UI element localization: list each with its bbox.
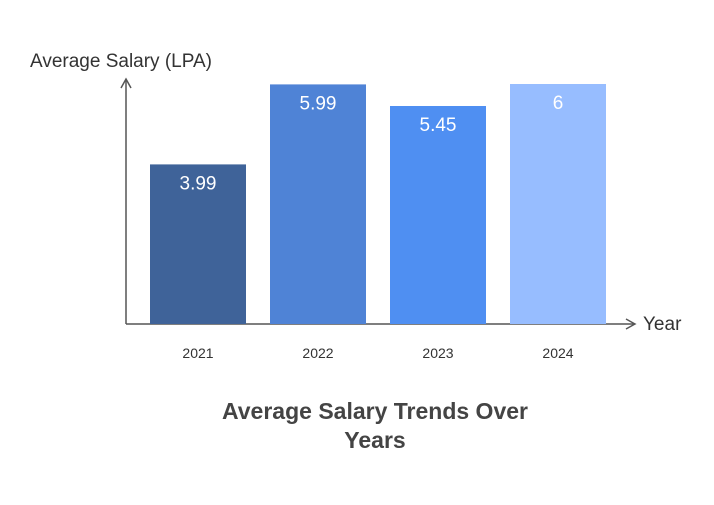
chart-title: Average Salary Trends Over Years <box>222 398 528 453</box>
value-labels: 3.99 5.99 5.45 6 <box>180 93 564 194</box>
x-tick-label-2021: 2021 <box>182 345 213 361</box>
y-axis-title: Average Salary (LPA) <box>30 51 212 72</box>
bar-2022 <box>270 84 366 325</box>
chart-title-line-2: Years <box>344 427 405 453</box>
value-label-2024: 6 <box>553 93 564 114</box>
bar-2021 <box>150 164 246 324</box>
x-tick-label-2022: 2022 <box>302 345 333 361</box>
x-tick-label-2023: 2023 <box>422 345 453 361</box>
value-label-2021: 3.99 <box>180 173 217 194</box>
x-tick-labels: 2021 2022 2023 2024 <box>182 345 573 361</box>
y-axis-arrow <box>120 77 132 89</box>
bar-2023 <box>390 106 486 324</box>
bar-2024 <box>510 84 606 324</box>
x-axis-arrow <box>625 318 637 330</box>
bar-series <box>150 84 606 325</box>
value-label-2022: 5.99 <box>300 93 337 114</box>
value-label-2023: 5.45 <box>420 115 457 136</box>
x-tick-label-2024: 2024 <box>542 345 573 361</box>
x-axis-title: Year <box>643 314 682 335</box>
chart-title-line-1: Average Salary Trends Over <box>222 398 528 424</box>
